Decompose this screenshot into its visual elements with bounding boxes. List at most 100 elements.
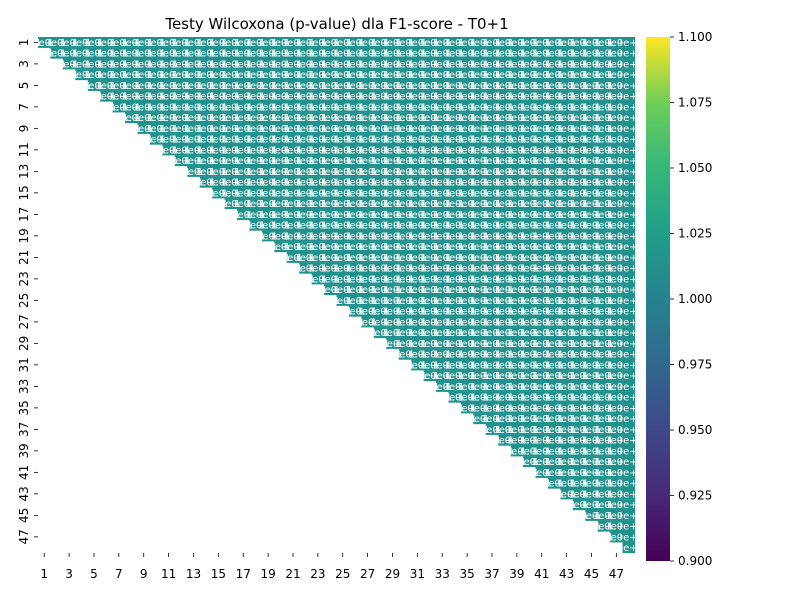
heatmap-cell [299,69,312,81]
cell-annotation: 1.0e+00 [533,221,576,232]
heatmap-cell [436,133,449,145]
heatmap-cell [523,101,536,113]
cell-annotation: 1.0e+00 [495,231,538,242]
heatmap-cell [597,187,611,199]
heatmap-cell [386,284,399,296]
heatmap-cell [622,434,636,446]
heatmap-cell [249,155,263,167]
heatmap-cell [585,80,598,91]
heatmap-cell [423,370,437,382]
heatmap-cell [261,144,275,156]
cell-annotation: 1.0e+00 [334,178,377,189]
heatmap-cell [585,456,598,468]
cell-annotation: 1.0e+00 [421,70,464,81]
cell-annotation: 1.0e+00 [371,274,414,285]
cell-annotation: 1.0e+00 [23,38,66,49]
heatmap-cell [286,58,300,70]
heatmap-cell [610,112,623,124]
cell-annotation: 1.0e+00 [545,70,588,81]
heatmap-cell [423,273,437,285]
heatmap-cell [299,123,312,134]
cell-annotation: 1.0e+00 [607,92,650,103]
heatmap-cell [249,112,263,124]
heatmap-cell [336,262,350,274]
cell-annotation: 1.0e+00 [421,328,464,339]
heatmap-cell [286,176,300,188]
heatmap-cell [436,166,449,177]
heatmap-cell [535,123,549,134]
heatmap-cell [622,58,636,70]
cell-annotation: 1.0e+00 [458,38,501,49]
heatmap-cell [386,155,399,167]
cell-annotation: 1.0e+00 [135,92,178,103]
cell-annotation: 1.0e+00 [271,167,314,178]
heatmap-cell [510,155,524,167]
heatmap-cell [361,230,374,242]
cell-annotation: 1.0e+00 [595,49,638,60]
heatmap-cell [361,133,374,145]
heatmap-cell [436,155,449,167]
heatmap-cell [585,467,598,478]
heatmap-cell [622,80,636,91]
cell-annotation: 1.0e+00 [446,242,489,253]
heatmap-cell [162,80,175,91]
heatmap-cell [622,252,636,263]
cell-annotation: 1.0e+00 [396,102,439,113]
cell-annotation: 1.0e+00 [209,102,252,113]
heatmap-cell [448,47,462,59]
heatmap-cell [249,209,263,220]
cell-annotation: 1.0e+00 [508,393,551,404]
heatmap-cell [622,144,636,156]
heatmap-cell [411,338,424,349]
heatmap-cell [423,90,437,102]
cell-annotation: 1.0e+00 [284,221,327,232]
cell-annotation: 1.0e+00 [358,253,401,264]
heatmap-cell [324,37,337,48]
cell-annotation: 1.0e+00 [284,113,327,124]
heatmap-cell [274,80,287,91]
heatmap-cell [100,90,113,102]
cell-annotation: 1.0e+00 [85,92,128,103]
cell-annotation: 1.0e+00 [458,178,501,189]
cell-annotation: 1.0e+00 [346,92,389,103]
cell-annotation: 1.0e+00 [346,113,389,124]
cell-annotation: 1.0e+00 [408,199,451,210]
cell-annotation: 1.0e+00 [607,446,650,457]
heatmap-cell [348,166,362,177]
cell-annotation: 1.0e+00 [383,156,426,167]
heatmap-cell [560,488,573,500]
heatmap-cell [622,391,636,403]
cell-annotation: 1.0e+00 [358,70,401,81]
heatmap-cell [597,445,611,457]
cell-annotation: 1.0e+00 [346,242,389,253]
cell-annotation: 1.0e+00 [570,167,613,178]
heatmap-cell [336,144,350,156]
heatmap-cell [622,359,636,371]
cell-annotation: 1.0e+00 [520,307,563,318]
cell-annotation: 1.0e+00 [371,339,414,350]
heatmap-cell [485,252,499,263]
cell-annotation: 1.0e+00 [85,38,128,49]
cell-annotation: 1.0e+00 [358,296,401,307]
heatmap-cell [535,284,549,296]
cell-annotation: 1.0e+00 [358,145,401,156]
heatmap-cell [237,176,250,188]
heatmap-cell [547,284,561,296]
cell-annotation: 1.0e+00 [234,113,277,124]
heatmap-cell [237,123,250,134]
heatmap-cell [386,176,399,188]
heatmap-cell [547,58,561,70]
cell-annotation: 1.0e+00 [458,414,501,425]
cell-annotation: 1.0e+00 [582,70,625,81]
cell-annotation: 1.0e+00 [533,360,576,371]
cell-annotation: 1.0e+00 [383,350,426,361]
cell-annotation: 1.0e+00 [334,113,377,124]
heatmap-cell [498,230,511,242]
cell-annotation: 1.0e+00 [446,231,489,242]
x-tick-label: 33 [435,567,450,581]
cell-annotation: 1.0e+00 [259,145,302,156]
heatmap-cell [274,133,287,145]
y-tick-label: 35 [17,400,31,415]
cell-annotation: 1.0e+00 [172,124,215,135]
heatmap-cell [547,37,561,48]
